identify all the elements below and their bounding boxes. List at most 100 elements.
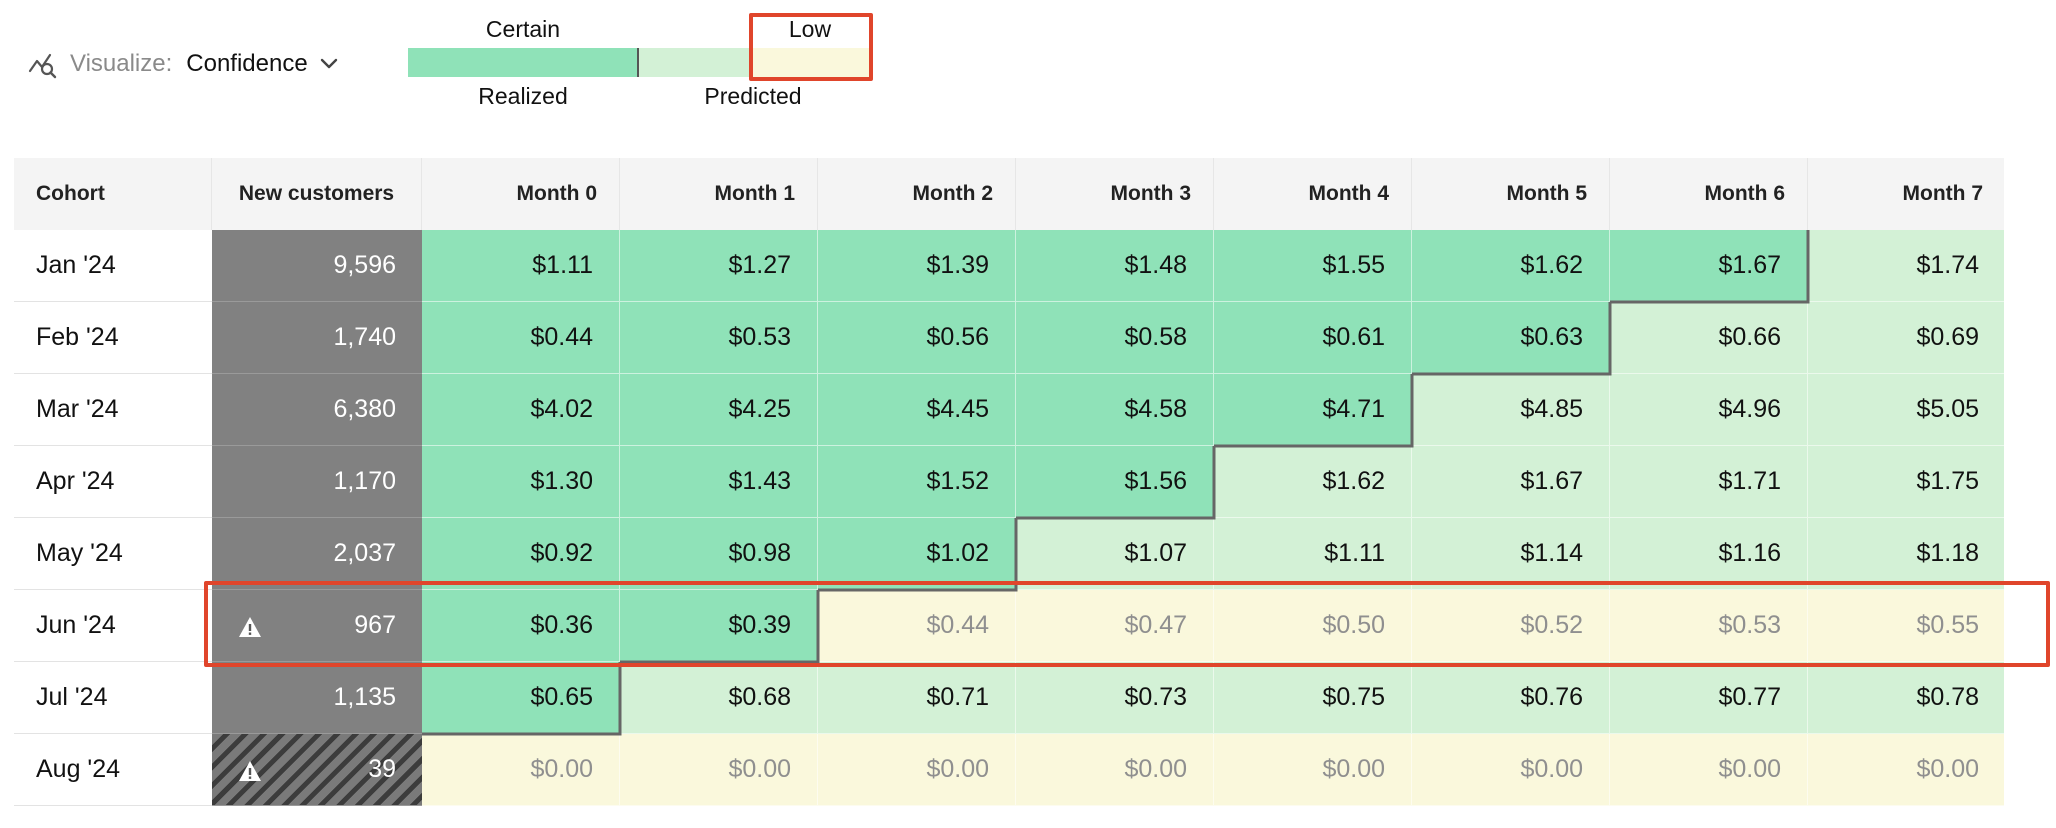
chevron-down-icon <box>320 58 337 69</box>
highlight-jun-row <box>204 581 2050 667</box>
warning-icon[interactable] <box>238 616 262 638</box>
value-cell-month-5: $0.52 <box>1412 590 1610 662</box>
value-cell-month-3: $0.73 <box>1016 662 1214 734</box>
value-cell-month-7: $0.69 <box>1808 302 2006 374</box>
column-header[interactable]: Month 5 <box>1412 158 1610 230</box>
column-header[interactable]: New customers <box>212 158 422 230</box>
value-cell-month-6: $0.77 <box>1610 662 1808 734</box>
value-cell-month-1: $0.68 <box>620 662 818 734</box>
legend-certain-label: Certain <box>485 16 561 42</box>
visualize-dropdown[interactable]: Confidence <box>186 50 337 78</box>
boundary-step <box>818 518 1018 592</box>
legend-predicted-swatch <box>639 48 751 77</box>
column-header[interactable]: Month 3 <box>1016 158 1214 230</box>
value-cell-month-3: $4.58 <box>1016 374 1214 446</box>
value-cell-month-6: $1.67 <box>1610 230 1808 302</box>
value-cell-month-7: $1.74 <box>1808 230 2006 302</box>
value-cell-month-4: $0.00 <box>1214 734 1412 806</box>
new-customers-value: 39 <box>368 755 396 783</box>
value-cell-month-2: $0.56 <box>818 302 1016 374</box>
value-cell-month-1: $0.53 <box>620 302 818 374</box>
value-cell-month-2: $0.44 <box>818 590 1016 662</box>
value-cell-month-6: $1.71 <box>1610 446 1808 518</box>
boundary-step <box>1610 230 1810 304</box>
value-cell-month-2: $0.71 <box>818 662 1016 734</box>
table-right-edge <box>2004 158 2056 808</box>
value-cell-month-5: $0.76 <box>1412 662 1610 734</box>
cohort-cell: Jul '24 <box>14 662 212 734</box>
value-cell-month-1: $1.27 <box>620 230 818 302</box>
value-cell-month-2: $4.45 <box>818 374 1016 446</box>
cohort-cell: Apr '24 <box>14 446 212 518</box>
value-cell-month-7: $0.78 <box>1808 662 2006 734</box>
value-cell-month-3: $1.07 <box>1016 518 1214 590</box>
new-customers-cell: 2,037 <box>212 518 422 590</box>
column-header[interactable]: Month 2 <box>818 158 1016 230</box>
value-cell-month-5: $0.00 <box>1412 734 1610 806</box>
value-cell-month-4: $1.11 <box>1214 518 1412 590</box>
value-cell-month-7: $0.55 <box>1808 590 2006 662</box>
value-cell-month-6: $0.66 <box>1610 302 1808 374</box>
value-cell-month-4: $0.50 <box>1214 590 1412 662</box>
cohort-cell: Aug '24 <box>14 734 212 806</box>
legend-low-label: Low <box>788 16 832 42</box>
value-cell-month-4: $4.71 <box>1214 374 1412 446</box>
new-customers-cell: 967 <box>212 590 422 662</box>
value-cell-month-3: $0.47 <box>1016 590 1214 662</box>
value-cell-month-3: $1.48 <box>1016 230 1214 302</box>
new-customers-value: 1,135 <box>333 683 396 711</box>
value-cell-month-2: $1.39 <box>818 230 1016 302</box>
value-cell-month-7: $5.05 <box>1808 374 2006 446</box>
value-cell-month-5: $0.63 <box>1412 302 1610 374</box>
value-cell-month-7: $0.00 <box>1808 734 2006 806</box>
value-cell-month-1: $0.98 <box>620 518 818 590</box>
realized-boundary <box>422 230 1810 736</box>
value-cell-month-0: $4.02 <box>422 374 620 446</box>
legend-predicted-label: Predicted <box>704 83 802 109</box>
new-customers-value: 1,740 <box>333 323 396 351</box>
value-cell-month-0: $0.65 <box>422 662 620 734</box>
value-cell-month-4: $1.62 <box>1214 446 1412 518</box>
column-header[interactable]: Month 0 <box>422 158 620 230</box>
new-customers-cell: 1,135 <box>212 662 422 734</box>
warning-icon[interactable] <box>238 760 262 782</box>
value-cell-month-6: $4.96 <box>1610 374 1808 446</box>
chart-search-icon <box>28 53 57 79</box>
value-cell-month-4: $1.55 <box>1214 230 1412 302</box>
new-customers-value: 6,380 <box>333 395 396 423</box>
new-customers-cell: 39 <box>212 734 422 806</box>
legend-divider <box>637 48 639 77</box>
new-customers-cell: 6,380 <box>212 374 422 446</box>
visualize-label: Visualize: <box>70 50 173 77</box>
value-cell-month-0: $0.00 <box>422 734 620 806</box>
column-header[interactable]: Cohort <box>14 158 212 230</box>
column-header[interactable]: Month 6 <box>1610 158 1808 230</box>
value-cell-month-7: $1.75 <box>1808 446 2006 518</box>
highlight-low-legend <box>749 13 873 81</box>
value-cell-month-6: $0.53 <box>1610 590 1808 662</box>
boundary-step <box>620 590 820 664</box>
value-cell-month-2: $1.02 <box>818 518 1016 590</box>
visualize-control[interactable]: Visualize: Confidence <box>28 44 338 84</box>
column-header[interactable]: Month 1 <box>620 158 818 230</box>
value-cell-month-0: $1.11 <box>422 230 620 302</box>
column-header[interactable]: Month 4 <box>1214 158 1412 230</box>
boundary-step <box>1214 374 1414 448</box>
value-cell-month-1: $4.25 <box>620 374 818 446</box>
value-cell-month-7: $1.18 <box>1808 518 2006 590</box>
cohort-cell: Feb '24 <box>14 302 212 374</box>
boundary-step <box>1016 446 1216 520</box>
cohort-cell: Jun '24 <box>14 590 212 662</box>
value-cell-month-4: $0.75 <box>1214 662 1412 734</box>
new-customers-value: 967 <box>354 611 396 639</box>
value-cell-month-3: $0.58 <box>1016 302 1214 374</box>
value-cell-month-4: $0.61 <box>1214 302 1412 374</box>
new-customers-value: 2,037 <box>333 539 396 567</box>
legend-realized-swatch <box>408 48 638 77</box>
new-customers-value: 1,170 <box>333 467 396 495</box>
value-cell-month-0: $0.36 <box>422 590 620 662</box>
column-header[interactable]: Month 7 <box>1808 158 2006 230</box>
cohort-cell: Jan '24 <box>14 230 212 302</box>
value-cell-month-5: $4.85 <box>1412 374 1610 446</box>
legend-realized-label: Realized <box>478 83 568 109</box>
